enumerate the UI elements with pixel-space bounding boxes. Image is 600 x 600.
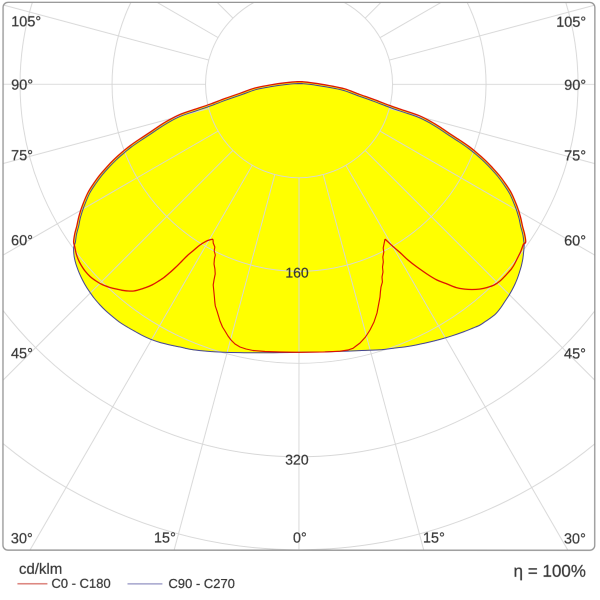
svg-text:320: 320 <box>285 451 309 467</box>
svg-text:60°: 60° <box>564 233 586 249</box>
svg-text:90°: 90° <box>11 78 33 94</box>
svg-text:15°: 15° <box>154 530 176 546</box>
svg-text:C90 - C270: C90 - C270 <box>168 576 234 591</box>
svg-text:60°: 60° <box>11 233 33 249</box>
svg-text:160: 160 <box>285 264 309 280</box>
svg-text:90°: 90° <box>564 78 586 94</box>
svg-text:105°: 105° <box>11 14 41 30</box>
svg-text:30°: 30° <box>564 531 586 547</box>
svg-text:105°: 105° <box>556 15 586 31</box>
svg-text:75°: 75° <box>564 148 586 164</box>
svg-text:15°: 15° <box>423 531 445 547</box>
svg-text:cd/klm: cd/klm <box>19 561 62 578</box>
svg-text:45°: 45° <box>11 346 33 362</box>
svg-text:η = 100%: η = 100% <box>514 562 586 581</box>
svg-text:30°: 30° <box>11 531 33 547</box>
svg-text:C0 - C180: C0 - C180 <box>51 576 110 591</box>
svg-text:45°: 45° <box>564 346 586 362</box>
svg-text:75°: 75° <box>11 148 33 164</box>
svg-text:0°: 0° <box>293 530 307 546</box>
